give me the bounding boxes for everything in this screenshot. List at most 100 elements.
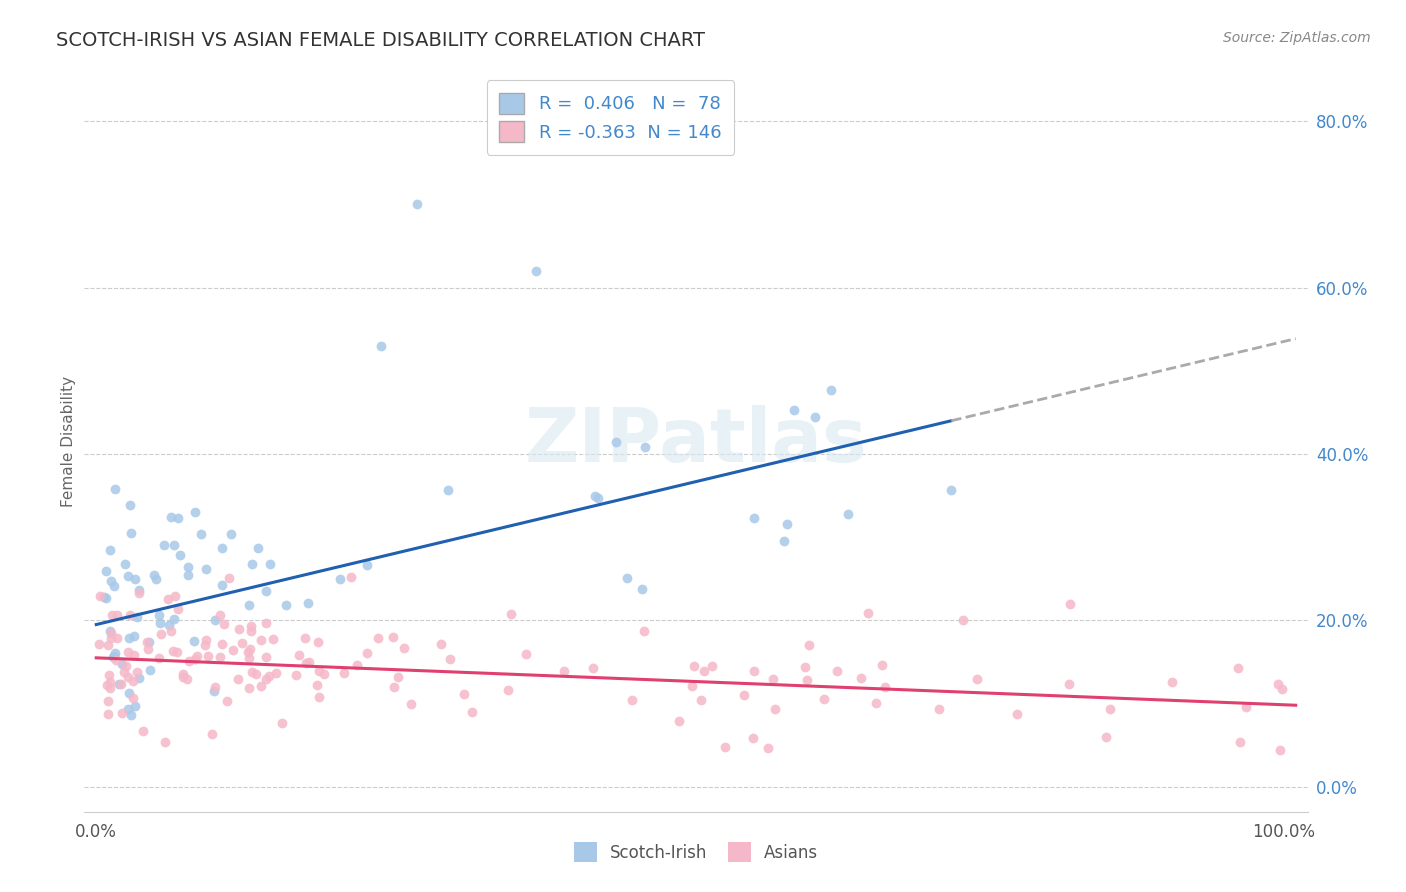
Point bbox=[150, 627, 173, 641]
Point bbox=[238, 681, 260, 695]
Point bbox=[254, 584, 277, 599]
Point bbox=[194, 562, 217, 576]
Point bbox=[501, 607, 523, 622]
Point bbox=[856, 606, 879, 620]
Point bbox=[163, 538, 186, 552]
Point bbox=[370, 339, 392, 353]
Point bbox=[117, 568, 139, 582]
Point bbox=[284, 668, 307, 682]
Point bbox=[356, 646, 378, 660]
Point bbox=[111, 657, 134, 671]
Point bbox=[138, 642, 160, 657]
Point bbox=[111, 706, 134, 720]
Point bbox=[240, 557, 263, 571]
Point bbox=[239, 642, 262, 657]
Point bbox=[197, 648, 219, 663]
Point bbox=[382, 680, 405, 694]
Point bbox=[222, 643, 245, 657]
Point bbox=[733, 689, 755, 703]
Point bbox=[875, 680, 897, 694]
Point bbox=[939, 483, 962, 497]
Point bbox=[254, 672, 277, 686]
Point bbox=[742, 731, 765, 745]
Point bbox=[1160, 675, 1182, 690]
Point bbox=[105, 607, 128, 622]
Point bbox=[837, 508, 859, 522]
Point bbox=[120, 607, 142, 622]
Point bbox=[254, 615, 277, 630]
Point bbox=[105, 632, 128, 646]
Point bbox=[1094, 730, 1116, 744]
Point bbox=[308, 664, 330, 678]
Point bbox=[117, 670, 139, 684]
Point bbox=[132, 723, 155, 738]
Point bbox=[98, 624, 121, 638]
Point bbox=[240, 665, 263, 679]
Point bbox=[138, 635, 160, 649]
Point bbox=[797, 638, 820, 652]
Point bbox=[367, 632, 389, 646]
Point bbox=[98, 542, 121, 557]
Point bbox=[212, 617, 235, 632]
Point bbox=[247, 541, 270, 556]
Point bbox=[184, 505, 207, 519]
Point bbox=[148, 651, 170, 665]
Point bbox=[172, 666, 194, 681]
Point bbox=[184, 652, 207, 666]
Point bbox=[121, 673, 143, 688]
Point bbox=[148, 608, 170, 623]
Point bbox=[436, 483, 458, 497]
Point bbox=[120, 498, 142, 512]
Point bbox=[163, 612, 186, 626]
Point bbox=[257, 669, 280, 683]
Point bbox=[1059, 597, 1081, 611]
Point bbox=[218, 571, 240, 585]
Point bbox=[307, 635, 329, 649]
Point bbox=[120, 525, 142, 540]
Point bbox=[97, 707, 120, 722]
Point bbox=[149, 616, 172, 631]
Point bbox=[928, 702, 950, 716]
Point bbox=[118, 686, 141, 700]
Point bbox=[159, 509, 181, 524]
Point bbox=[583, 489, 606, 503]
Point bbox=[228, 622, 250, 636]
Point bbox=[87, 637, 110, 651]
Point bbox=[100, 574, 122, 588]
Text: ZIPatlas: ZIPatlas bbox=[524, 405, 868, 478]
Point bbox=[314, 667, 336, 681]
Point bbox=[1099, 702, 1122, 716]
Point bbox=[772, 533, 794, 548]
Point bbox=[101, 607, 124, 622]
Point bbox=[153, 735, 176, 749]
Point bbox=[952, 614, 974, 628]
Point bbox=[103, 579, 125, 593]
Point bbox=[124, 699, 146, 714]
Point bbox=[524, 264, 547, 278]
Point bbox=[201, 726, 224, 740]
Point bbox=[966, 673, 988, 687]
Point bbox=[117, 702, 139, 716]
Point bbox=[1267, 677, 1289, 691]
Point bbox=[97, 694, 120, 708]
Point bbox=[177, 560, 200, 574]
Point bbox=[439, 651, 461, 665]
Point bbox=[96, 638, 118, 652]
Point bbox=[110, 676, 132, 690]
Point bbox=[162, 644, 184, 658]
Point bbox=[183, 633, 205, 648]
Point bbox=[496, 682, 519, 697]
Point bbox=[668, 714, 690, 728]
Point bbox=[238, 650, 260, 665]
Point bbox=[96, 591, 118, 606]
Point bbox=[190, 527, 212, 541]
Point bbox=[176, 673, 198, 687]
Point bbox=[104, 646, 127, 660]
Point bbox=[865, 696, 887, 710]
Point bbox=[796, 673, 818, 688]
Point bbox=[1268, 743, 1291, 757]
Point bbox=[118, 631, 141, 645]
Point bbox=[96, 678, 118, 692]
Point bbox=[215, 693, 238, 707]
Point bbox=[238, 645, 260, 659]
